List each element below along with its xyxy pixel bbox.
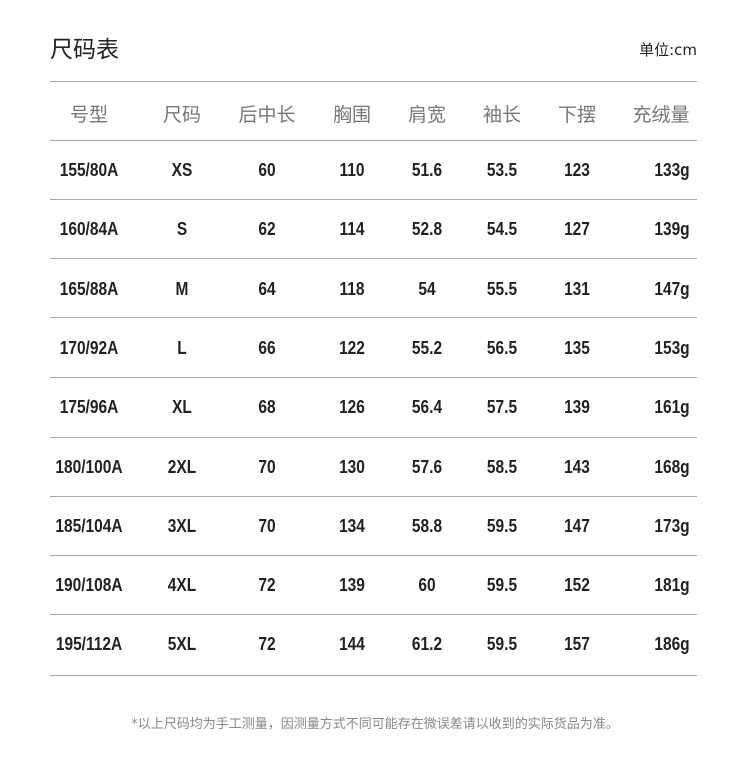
column-header: 后中长 [238, 104, 296, 126]
table-cell: 180/100A [55, 456, 123, 477]
table-cell: 54.5 [486, 219, 518, 240]
row-divider [50, 199, 697, 200]
table-cell: 56.4 [411, 397, 443, 418]
table-cell: 59.5 [486, 575, 518, 596]
column-header: 充绒量 [632, 104, 690, 126]
table-cell: 190/108A [55, 575, 123, 596]
table-cell: 59.5 [486, 634, 518, 655]
row-divider [50, 614, 697, 615]
row-divider [50, 140, 697, 141]
table-cell: 144 [339, 634, 365, 655]
table-cell: 3XL [167, 515, 197, 536]
table-cell: 59.5 [486, 515, 518, 536]
row-divider [50, 555, 697, 556]
table-cell: 66 [258, 337, 276, 358]
table-cell: 4XL [167, 575, 197, 596]
table-cell: 181g [654, 575, 690, 596]
table-cell: 52.8 [411, 219, 443, 240]
table-cell: 122 [339, 337, 365, 358]
row-divider [50, 437, 697, 438]
table-cell: 2XL [167, 456, 197, 477]
table-cell: 70 [258, 456, 276, 477]
column-header: 袖长 [482, 104, 521, 126]
table-cell: 5XL [167, 634, 197, 655]
table-cell: 160/84A [59, 219, 119, 240]
table-cell: 56.5 [486, 337, 518, 358]
table-cell: 185/104A [55, 515, 123, 536]
table-cell: 57.5 [486, 397, 518, 418]
column-header: 尺码 [162, 104, 201, 126]
table-cell: 152 [564, 575, 590, 596]
unit-label: 单位:cm [639, 41, 697, 59]
table-cell: 161g [654, 397, 690, 418]
table-cell: 168g [654, 456, 690, 477]
table-cell: 131 [564, 278, 590, 299]
table-cell: 130 [339, 456, 365, 477]
table-cell: 134 [339, 515, 365, 536]
column-header: 胸围 [332, 104, 371, 126]
table-cell: 61.2 [411, 634, 443, 655]
table-cell: 139 [564, 397, 590, 418]
table-cell: S [176, 219, 188, 240]
row-divider [50, 675, 697, 676]
row-divider [50, 377, 697, 378]
table-cell: 123 [564, 160, 590, 180]
table-cell: 127 [564, 219, 590, 240]
table-cell: 186g [654, 634, 690, 655]
table-cell: 139g [654, 219, 690, 240]
table-cell: 72 [258, 634, 276, 655]
table-cell: 110 [339, 160, 365, 180]
table-cell: L [177, 337, 187, 358]
table-cell: 54 [418, 278, 436, 299]
table-cell: 170/92A [59, 337, 119, 358]
column-header: 下摆 [557, 104, 596, 126]
table-cell: 53.5 [486, 160, 518, 180]
footnote: *以上尺码均为手工测量，因测量方式不同可能存在微误差请以收到的实际货品为准。 [131, 717, 619, 732]
row-divider [50, 496, 697, 497]
table-cell: 58.5 [486, 456, 518, 477]
table-cell: 72 [258, 575, 276, 596]
table-cell: M [175, 278, 189, 299]
table-cell: 114 [339, 219, 365, 240]
table-cell: 195/112A [55, 634, 123, 655]
table-cell: XL [172, 397, 192, 418]
table-cell: 118 [339, 278, 365, 299]
table-cell: 60 [258, 160, 276, 180]
table-cell: 126 [339, 397, 365, 418]
table-cell: 165/88A [59, 278, 119, 299]
table-cell: 70 [258, 515, 276, 536]
table-cell: 175/96A [59, 397, 119, 418]
row-divider [50, 81, 697, 82]
table-cell: XS [171, 160, 193, 180]
table-cell: 157 [564, 634, 590, 655]
table-cell: 57.6 [411, 456, 443, 477]
table-cell: 68 [258, 397, 276, 418]
table-cell: 133g [654, 160, 690, 180]
table-cell: 173g [654, 515, 690, 536]
table-cell: 139 [339, 575, 365, 596]
table-cell: 153g [654, 337, 690, 358]
row-divider [50, 317, 697, 318]
table-cell: 147 [564, 515, 590, 536]
column-header: 肩宽 [407, 104, 446, 126]
table-cell: 143 [564, 456, 590, 477]
table-cell: 62 [258, 219, 276, 240]
table-cell: 55.5 [486, 278, 518, 299]
table-cell: 55.2 [411, 337, 443, 358]
table-cell: 135 [564, 337, 590, 358]
table-cell: 147g [654, 278, 690, 299]
table-cell: 64 [258, 278, 276, 299]
row-divider [50, 258, 697, 259]
table-cell: 51.6 [411, 160, 443, 180]
table-cell: 60 [418, 575, 436, 596]
table-cell: 155/80A [59, 160, 119, 180]
table-cell: 58.8 [411, 515, 443, 536]
column-header: 号型 [69, 104, 108, 126]
page-title: 尺码表 [50, 37, 119, 63]
